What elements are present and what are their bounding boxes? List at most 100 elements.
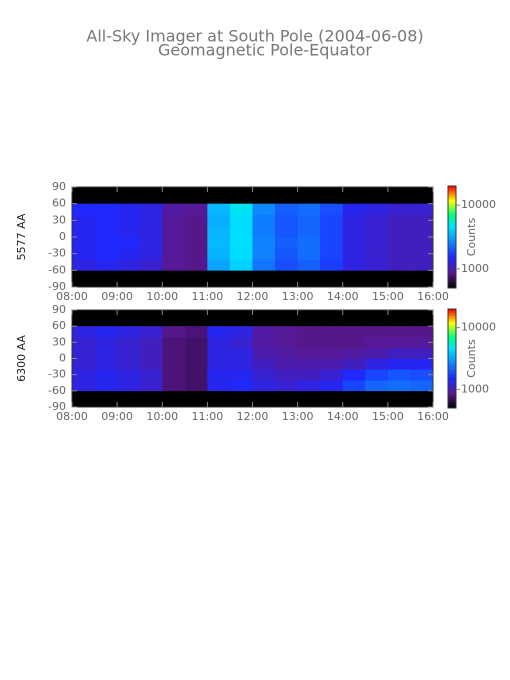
colorbar-step	[448, 375, 456, 378]
heatmap-cell	[297, 369, 321, 381]
colorbar-tick-label: 1000	[461, 262, 489, 275]
heatmap-cell	[207, 225, 231, 238]
colorbar-step	[448, 197, 456, 200]
heatmap-cell	[184, 380, 208, 392]
colorbar-step	[448, 214, 456, 217]
heatmap-cell	[139, 248, 163, 260]
heatmap-cell	[342, 237, 366, 249]
heatmap-cell	[207, 358, 231, 370]
y-tick-label: -90	[48, 400, 66, 413]
colorbar-step	[448, 381, 456, 384]
heatmap-cell	[275, 203, 298, 216]
colorbar-step	[448, 194, 456, 197]
heatmap-cell	[275, 237, 298, 249]
heatmap-cell	[162, 248, 186, 260]
colorbar-step	[448, 398, 456, 401]
colorbar-label: Counts	[465, 339, 478, 378]
heatmap-cell	[410, 237, 434, 249]
colorbar-step	[448, 218, 456, 221]
colorbar-step	[448, 333, 456, 336]
colorbar-step	[448, 248, 456, 251]
colorbar-step	[448, 332, 456, 335]
heatmap-cell	[342, 225, 366, 238]
colorbar-step	[448, 343, 456, 346]
heatmap-cell	[229, 347, 253, 359]
colorbar-step	[448, 313, 456, 316]
heatmap-cell	[410, 326, 434, 338]
heatmap-cell	[117, 214, 140, 227]
colorbar-step	[448, 216, 456, 219]
colorbar-step	[448, 309, 456, 312]
heatmap-cell	[252, 203, 276, 216]
colorbar-step	[448, 370, 456, 373]
heatmap-cell	[387, 369, 411, 381]
x-tick-label: 14:00	[327, 290, 359, 303]
colorbar-label: Counts	[465, 218, 478, 257]
heatmap-cell	[275, 326, 298, 338]
colorbar-step	[448, 230, 456, 233]
heatmap-cell	[72, 369, 95, 381]
colorbar-step	[448, 328, 456, 331]
heatmap-cell	[410, 248, 434, 260]
colorbar-step	[448, 361, 456, 364]
colorbar-step	[448, 221, 456, 224]
y-axis-label: 5577 AA	[15, 213, 28, 260]
colorbar-step	[448, 404, 456, 407]
heatmap-cell	[387, 347, 411, 359]
heatmap-cell	[184, 237, 208, 249]
colorbar-step	[448, 208, 456, 211]
colorbar-step	[448, 276, 456, 279]
heatmap-cell	[139, 369, 163, 381]
heatmap-cell	[320, 225, 344, 238]
colorbar-step	[448, 318, 456, 321]
heatmap-cell	[139, 326, 163, 338]
colorbar-step	[448, 373, 456, 376]
heatmap-cell	[297, 336, 321, 349]
colorbar-step	[448, 363, 456, 366]
heatmap-cell	[117, 336, 140, 349]
heatmap-cell	[297, 358, 321, 370]
colorbar-step	[448, 257, 456, 260]
colorbar-step	[448, 254, 456, 257]
colorbar-step	[448, 265, 456, 268]
heatmap-cell	[229, 369, 253, 381]
heatmap-cell	[365, 237, 389, 249]
heatmap-cell	[207, 203, 231, 216]
colorbar-step	[448, 204, 456, 207]
heatmap-cell	[275, 336, 298, 349]
heatmap-cell	[342, 347, 366, 359]
heatmap-cell	[94, 214, 118, 227]
heatmap-cell	[229, 214, 253, 227]
colorbar-step	[448, 228, 456, 231]
colorbar-step	[448, 406, 456, 409]
colorbar-tick-label: 1000	[461, 382, 489, 395]
heatmap-cell	[162, 369, 186, 381]
colorbar-step	[448, 187, 456, 190]
colorbar-frame	[447, 185, 457, 289]
colorbar-step	[448, 191, 456, 194]
heatmap-cell	[275, 259, 298, 271]
colorbar-step	[448, 310, 456, 313]
colorbar-step	[448, 213, 456, 216]
colorbar-step	[448, 365, 456, 368]
chart-subtitle: Geomagnetic Pole-Equator	[158, 41, 372, 60]
colorbar-step	[448, 360, 456, 363]
colorbar-step	[448, 342, 456, 345]
heatmap-cell	[72, 347, 95, 359]
colorbar-step	[448, 242, 456, 245]
heatmap-cell	[275, 248, 298, 260]
colorbar-step	[448, 355, 456, 358]
heatmap-cell	[365, 358, 389, 370]
heatmap-cell	[207, 259, 231, 271]
colorbar-step	[448, 384, 456, 387]
colorbar-step	[448, 353, 456, 356]
heatmap-cell	[207, 347, 231, 359]
colorbar-step	[448, 323, 456, 326]
colorbar-step	[448, 243, 456, 246]
heatmap-cell	[139, 203, 163, 216]
heatmap-cell	[139, 259, 163, 271]
heatmap-cell	[184, 203, 208, 216]
heatmap-cell	[117, 259, 140, 271]
heatmap-cell	[94, 225, 118, 238]
heatmap-cell	[320, 203, 344, 216]
